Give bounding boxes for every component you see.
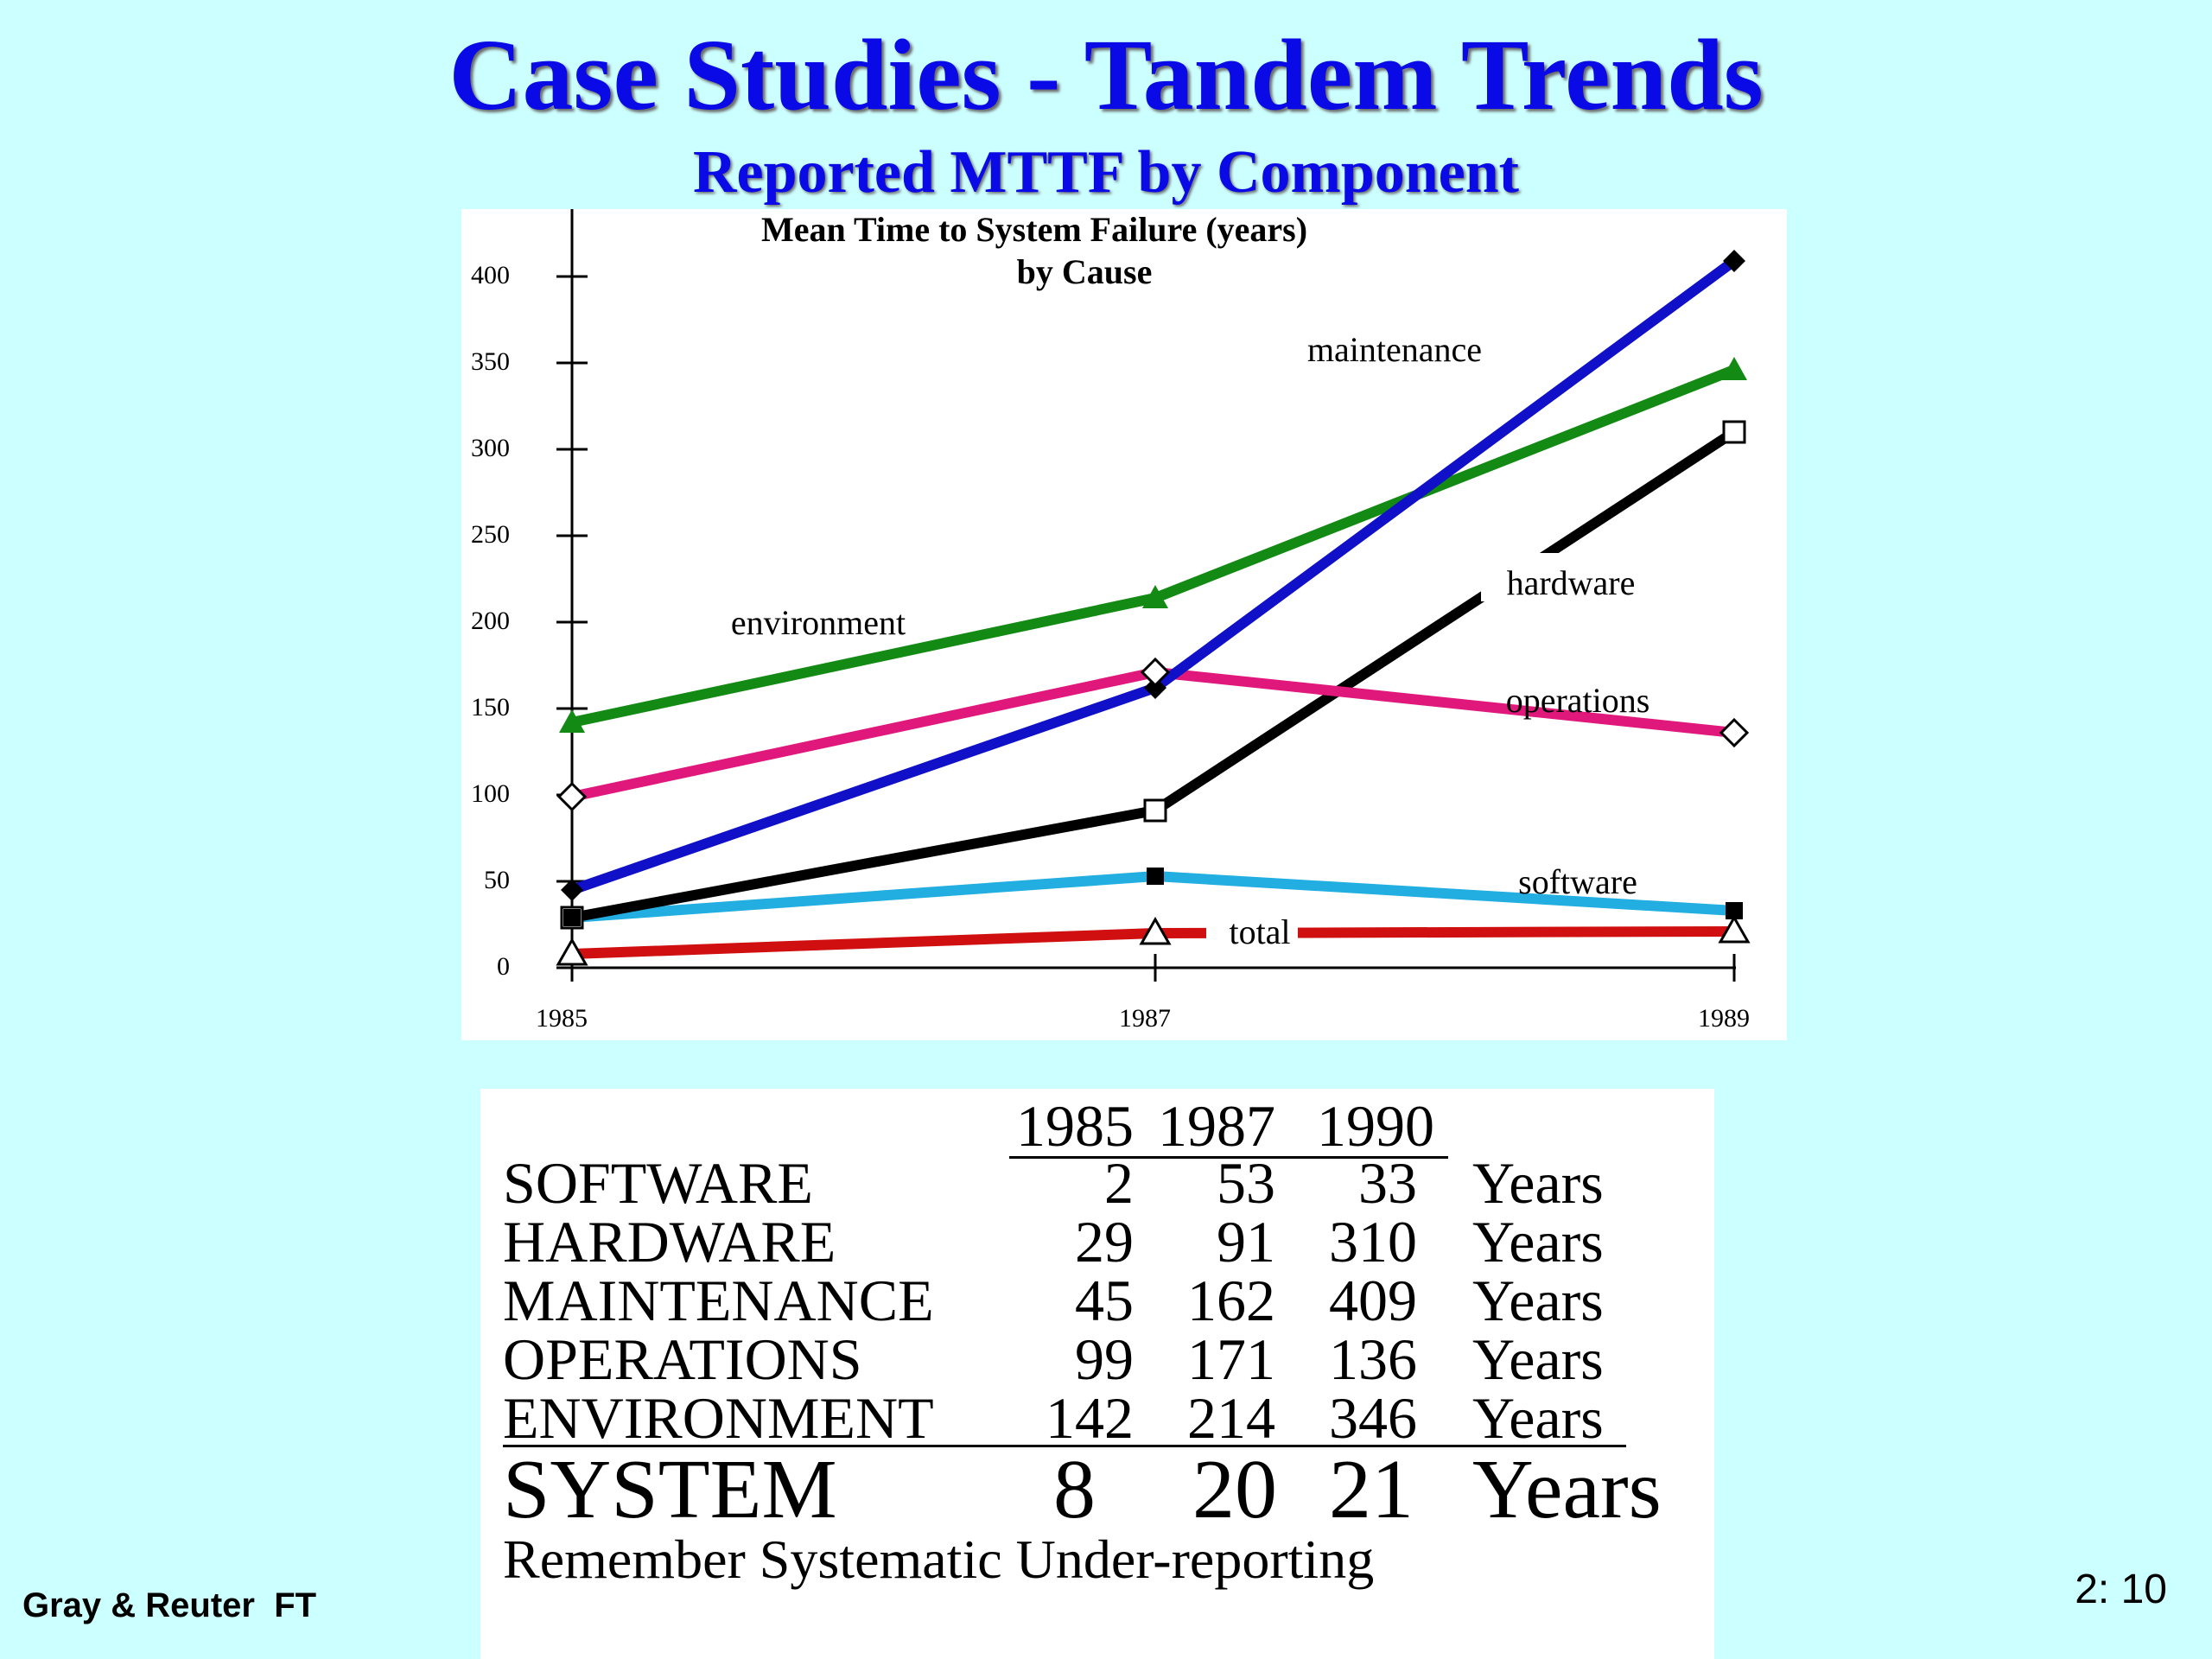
mttf-line-chart: Mean Time to System Failure (years) by C… xyxy=(471,209,1751,1033)
marker-total xyxy=(556,937,588,966)
x-tick-label: 1989 xyxy=(1698,1004,1750,1033)
table-row-label: OPERATIONS xyxy=(503,1326,862,1392)
system-cell: 20 xyxy=(1192,1443,1277,1536)
chart-series-labels: maintenance environment hardware operations… xyxy=(731,330,1649,951)
system-cell: 21 xyxy=(1329,1443,1414,1536)
table-unit: Years xyxy=(1472,1209,1604,1274)
series-label-software: software xyxy=(1518,862,1637,901)
table-cell: 346 xyxy=(1329,1385,1417,1451)
chart-panel: Mean Time to System Failure (years) by C… xyxy=(461,209,1787,1040)
table-cell: 33 xyxy=(1358,1150,1417,1216)
x-tick-label: 1987 xyxy=(1119,1004,1171,1033)
marker-software xyxy=(1726,902,1743,919)
y-tick-label: 250 xyxy=(471,520,510,549)
footer-authors: Gray & Reuter FT xyxy=(22,1586,317,1624)
slide-subtitle: Reported MTTF by Component xyxy=(692,139,1519,206)
mttf-table: 1985 1987 1990 SOFTWARE 2 53 33 Years HARDWARE 29… xyxy=(480,1089,1714,1659)
marker-operations xyxy=(1719,717,1750,748)
marker-operations xyxy=(556,781,588,812)
series-label-total: total xyxy=(1229,912,1290,951)
series-label-environment: environment xyxy=(731,603,906,642)
marker-environment xyxy=(559,709,585,733)
table-note: Remember Systematic Under-reporting xyxy=(503,1529,1375,1590)
table-cell: 142 xyxy=(1046,1385,1134,1451)
footer-page-number: 2: 10 xyxy=(2075,1567,2167,1612)
series-label-operations: operations xyxy=(1506,681,1650,720)
table-cell: 171 xyxy=(1187,1326,1275,1392)
header-underline xyxy=(1009,1156,1448,1159)
system-separator-line xyxy=(503,1445,1626,1447)
marker-hardware xyxy=(1722,420,1746,444)
hardware-label-background xyxy=(1481,553,1611,601)
y-tick-label: 400 xyxy=(471,261,510,289)
table-cell: 29 xyxy=(1075,1209,1134,1274)
marker-maintenance xyxy=(561,879,583,901)
table-row-label: SOFTWARE xyxy=(503,1150,813,1216)
y-tick-label: 200 xyxy=(471,607,510,635)
table-cell: 162 xyxy=(1187,1268,1275,1333)
table-cell: 99 xyxy=(1075,1326,1134,1392)
series-label-hardware: hardware xyxy=(1507,563,1636,602)
chart-title: Mean Time to System Failure (years) xyxy=(761,210,1307,249)
y-tick-label: 300 xyxy=(471,434,510,462)
series-label-maintenance: maintenance xyxy=(1307,330,1482,369)
table-column-header: 1987 xyxy=(1158,1093,1275,1159)
y-tick-label: 50 xyxy=(484,866,510,894)
table-cell: 214 xyxy=(1187,1385,1275,1451)
table-column-header: 1985 xyxy=(1016,1093,1134,1159)
table-cell: 2 xyxy=(1104,1150,1134,1216)
table-unit: Years xyxy=(1472,1150,1604,1216)
chart-subtitle: by Cause xyxy=(1017,252,1153,291)
marker-operations xyxy=(1140,657,1171,688)
chart-series-markers xyxy=(556,250,1751,966)
table-cell: 91 xyxy=(1217,1209,1275,1274)
y-tick-label: 0 xyxy=(497,952,510,981)
marker-maintenance xyxy=(1723,250,1745,272)
marker-environment xyxy=(1721,357,1747,380)
table-row-label: ENVIRONMENT xyxy=(503,1385,934,1451)
marker-hardware xyxy=(1143,798,1167,823)
system-unit: Years xyxy=(1472,1443,1662,1536)
table-cell: 53 xyxy=(1217,1150,1275,1216)
y-tick-label: 350 xyxy=(471,347,510,376)
table-row-label: HARDWARE xyxy=(503,1209,836,1274)
marker-environment xyxy=(1142,585,1168,608)
marker-total xyxy=(1718,914,1751,944)
system-cell: 8 xyxy=(1053,1443,1096,1536)
system-row-label: SYSTEM xyxy=(503,1443,837,1536)
table-cell: 409 xyxy=(1329,1268,1417,1333)
table-unit: Years xyxy=(1472,1268,1604,1333)
marker-maintenance xyxy=(1144,677,1166,699)
marker-software xyxy=(563,909,581,926)
y-tick-label: 100 xyxy=(471,779,510,808)
marker-software xyxy=(1147,868,1164,885)
table-row-label: MAINTENANCE xyxy=(503,1268,934,1333)
table-column-header: 1990 xyxy=(1317,1093,1434,1159)
table-cell: 136 xyxy=(1329,1326,1417,1392)
table-unit: Years xyxy=(1472,1385,1604,1451)
table-cell: 310 xyxy=(1329,1209,1417,1274)
chart-axes: 050100150200250300350400450198519871989 xyxy=(471,209,1750,1033)
y-tick-label: 150 xyxy=(471,693,510,721)
table-cell: 45 xyxy=(1075,1268,1134,1333)
marker-total xyxy=(1139,916,1172,945)
x-tick-label: 1985 xyxy=(536,1004,588,1033)
total-label-background xyxy=(1206,907,1298,945)
slide-title: Case Studies - Tandem Trends xyxy=(448,18,1764,131)
table-unit: Years xyxy=(1472,1326,1604,1392)
